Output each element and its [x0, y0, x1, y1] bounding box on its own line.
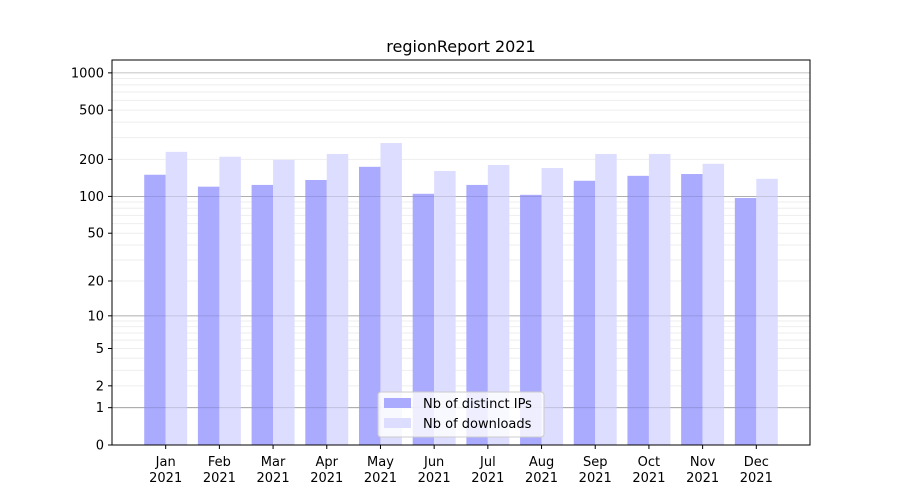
bar-downloads — [702, 163, 725, 445]
bar-downloads — [487, 164, 510, 445]
y-tick-label: 20 — [87, 275, 104, 290]
x-tick-label-month: Jan — [155, 455, 176, 470]
x-tick-label-month: Jul — [479, 455, 496, 470]
chart-title: regionReport 2021 — [386, 37, 535, 56]
x-tick-label-year: 2021 — [525, 471, 558, 486]
x-tick-label-year: 2021 — [632, 471, 665, 486]
x-tick-label-month: Sep — [583, 455, 608, 470]
bar-distinct-ips — [627, 175, 649, 445]
bar-distinct-ips — [520, 194, 542, 445]
bar-downloads — [380, 143, 402, 445]
x-tick-label-month: Mar — [261, 455, 286, 470]
x-tick-label-year: 2021 — [418, 471, 451, 486]
bar-distinct-ips — [412, 193, 435, 445]
x-tick-label-month: Aug — [529, 455, 554, 470]
bar-distinct-ips — [144, 174, 166, 445]
y-tick-label: 200 — [79, 153, 104, 168]
x-tick-label-year: 2021 — [310, 471, 343, 486]
x-tick-label-year: 2021 — [203, 471, 236, 486]
y-tick-label: 50 — [87, 227, 104, 242]
bar-downloads — [326, 153, 349, 446]
bar-distinct-ips — [681, 174, 703, 445]
x-tick-label-year: 2021 — [364, 471, 397, 486]
x-tick-label-month: Oct — [638, 455, 660, 470]
bar-distinct-ips — [358, 166, 381, 445]
bar-downloads — [165, 151, 188, 445]
y-tick-label: 0 — [96, 439, 104, 454]
x-tick-label-year: 2021 — [579, 471, 612, 486]
x-tick-label-month: Feb — [208, 455, 231, 470]
bar-distinct-ips — [466, 184, 488, 445]
x-tick-label-year: 2021 — [257, 471, 290, 486]
plot-frame — [111, 59, 811, 446]
legend-box — [377, 391, 545, 438]
bar-downloads — [595, 153, 617, 446]
x-tick-label-year: 2021 — [471, 471, 504, 486]
bar-downloads — [541, 168, 564, 446]
bar-distinct-ips — [251, 184, 274, 445]
x-tick-label-month: Apr — [316, 455, 339, 470]
y-tick-label: 10 — [87, 309, 104, 324]
bar-downloads — [273, 159, 295, 445]
x-tick-label-month: Dec — [744, 455, 769, 470]
bar-downloads — [434, 170, 456, 445]
bar-downloads — [756, 178, 778, 446]
y-tick-label: 2 — [96, 379, 104, 394]
bar-downloads — [648, 153, 671, 446]
bar-downloads — [219, 156, 241, 446]
x-tick-label-month: May — [367, 455, 394, 470]
x-tick-label-month: Nov — [690, 455, 716, 470]
bar-distinct-ips — [573, 180, 596, 445]
x-tick-label-year: 2021 — [149, 471, 182, 486]
x-tick-label-year: 2021 — [740, 471, 773, 486]
y-tick-label: 100 — [79, 190, 104, 205]
y-tick-label: 1 — [96, 401, 104, 416]
y-tick-label: 1000 — [71, 66, 104, 81]
legend: Nb of distinct IPs Nb of downloads — [377, 391, 545, 438]
legend-swatch — [384, 398, 411, 408]
bar-distinct-ips — [734, 198, 757, 445]
legend-label: Nb of distinct IPs — [423, 397, 532, 412]
bar-distinct-ips — [197, 186, 220, 445]
y-tick-label: 500 — [79, 104, 104, 119]
legend-swatch — [384, 418, 411, 428]
x-tick-label-year: 2021 — [686, 471, 719, 486]
legend-label: Nb of downloads — [423, 417, 532, 432]
x-tick-label-month: Jun — [423, 455, 444, 470]
bar-distinct-ips — [305, 179, 327, 445]
y-tick-label: 5 — [96, 342, 104, 357]
